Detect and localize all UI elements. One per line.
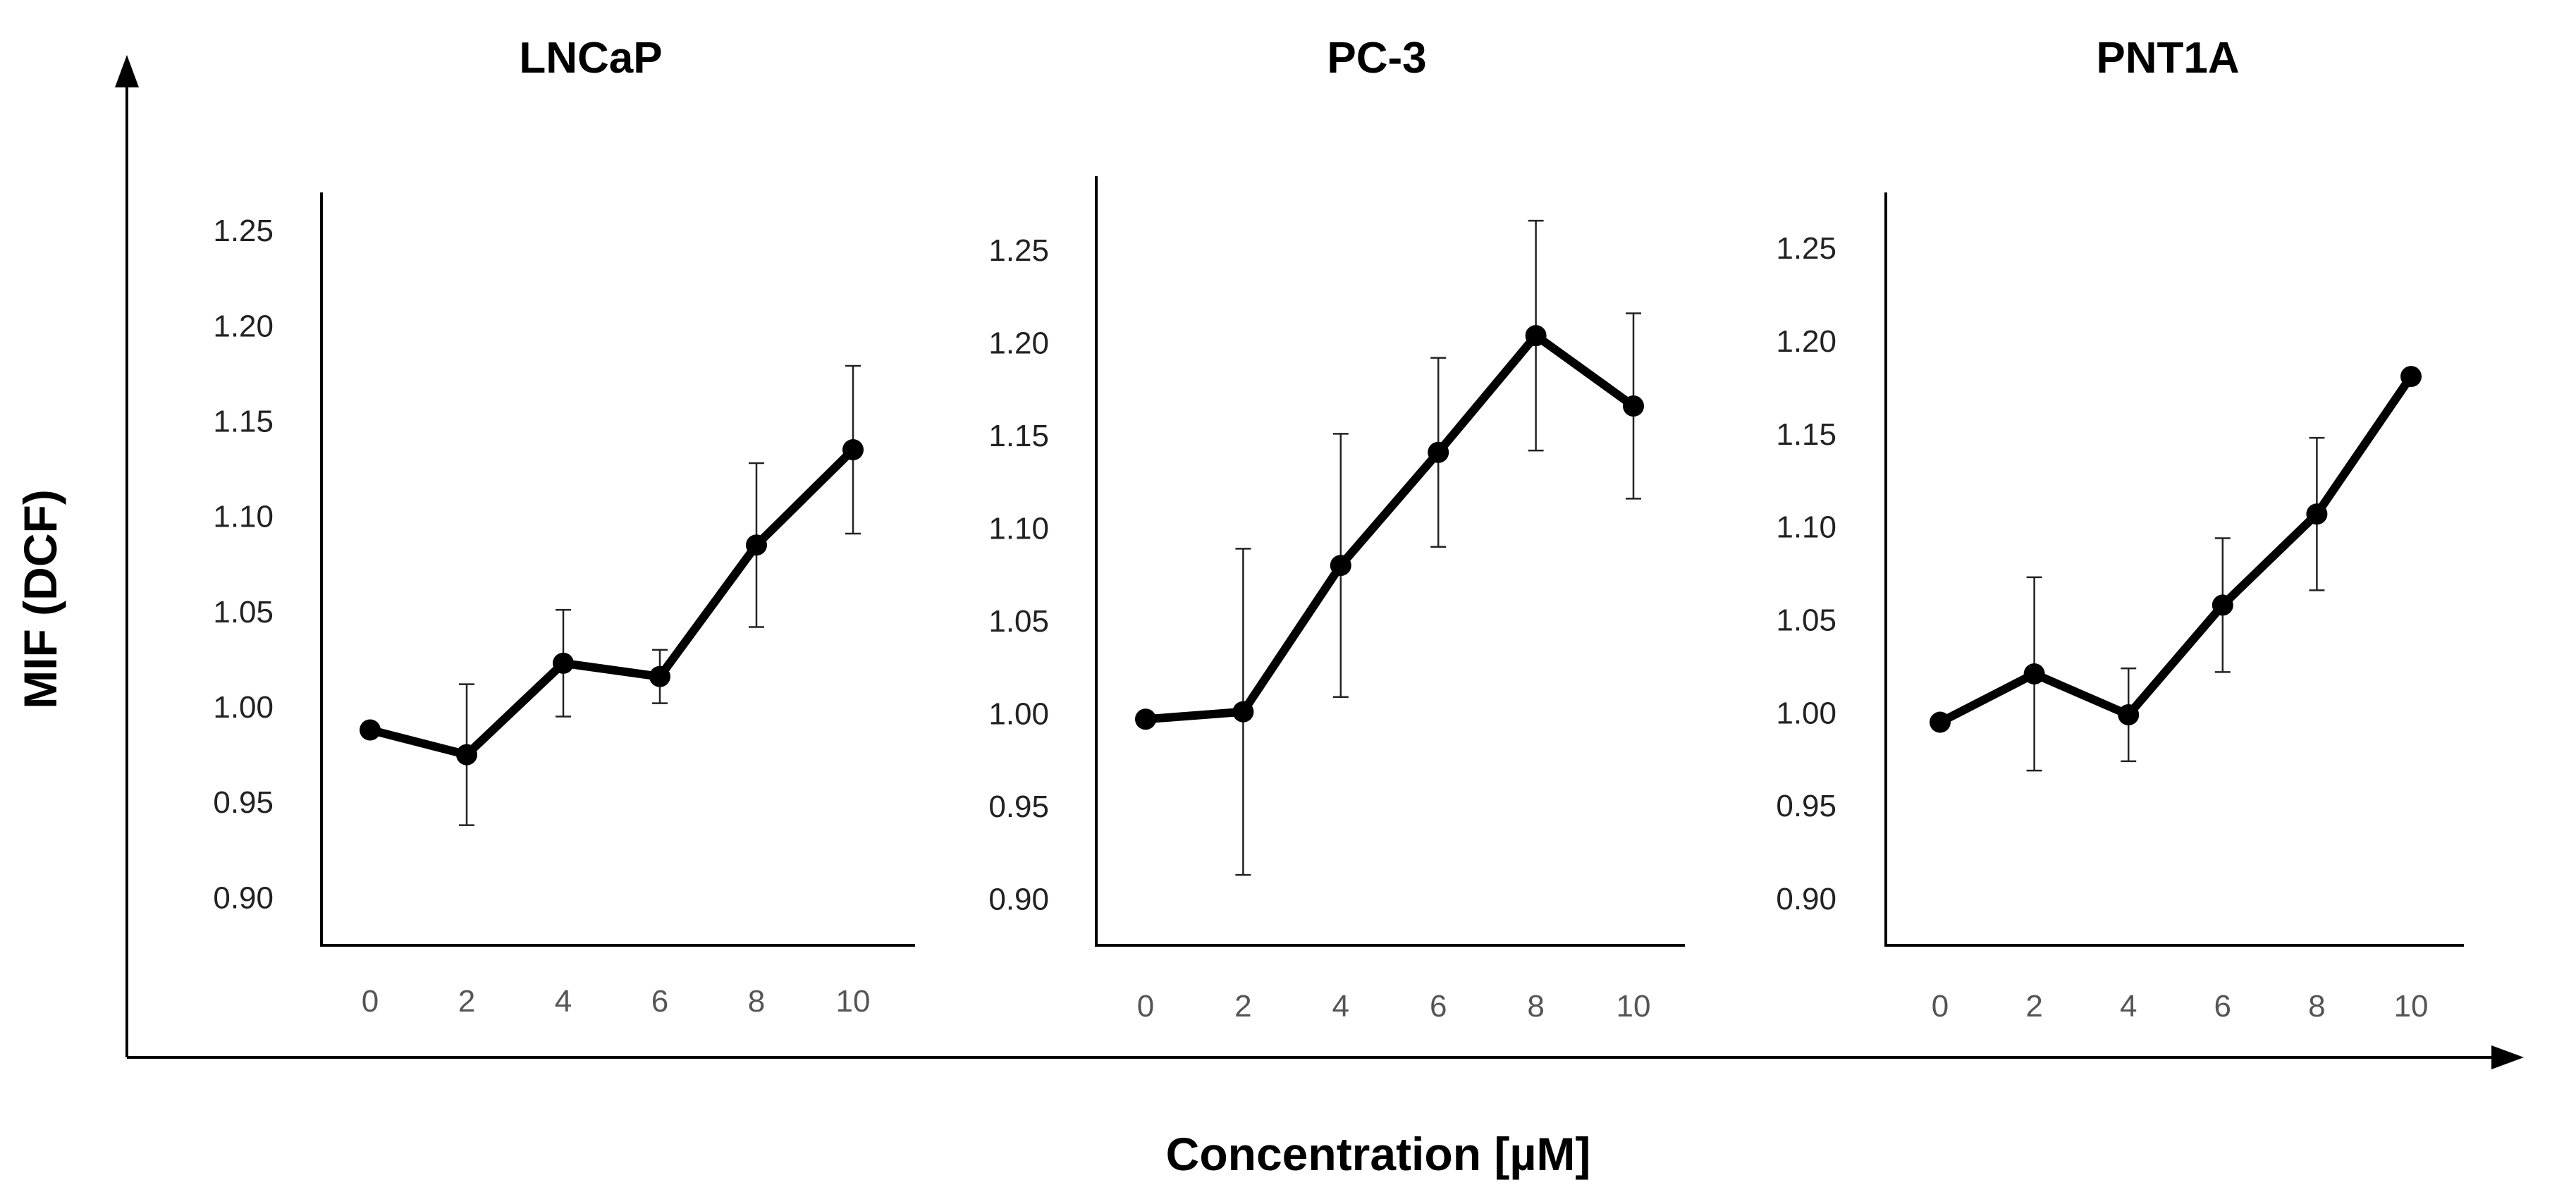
data-point: [1232, 701, 1254, 723]
data-points: [1930, 366, 2422, 733]
x-tick-label: 8: [748, 984, 765, 1019]
x-tick-label: 6: [1430, 989, 1447, 1024]
y-tick-label: 1.25: [1776, 231, 1836, 266]
x-axis-arrow-icon: [2491, 1045, 2524, 1069]
y-axis-title: MIF (DCF): [14, 489, 66, 709]
data-point: [2118, 704, 2140, 726]
data-point: [649, 665, 670, 687]
error-bars: [1235, 219, 1641, 876]
x-tick-label: 4: [2120, 989, 2137, 1024]
data-point: [2212, 594, 2233, 616]
x-tick-labels: 0 2 4 6 8 10: [1137, 989, 1651, 1024]
data-point: [1623, 395, 1644, 417]
x-tick-label: 8: [2308, 989, 2325, 1024]
y-tick-label: 0.90: [213, 880, 274, 915]
data-point: [2023, 663, 2045, 684]
y-tick-label: 1.05: [213, 595, 274, 629]
series-line: [1936, 372, 2415, 727]
x-tick-label: 0: [1932, 989, 1949, 1024]
y-tick-labels: 0.90 0.95 1.00 1.05 1.10 1.15 1.20 1.25: [213, 214, 274, 915]
y-tick-label: 1.15: [213, 404, 274, 438]
y-tick-label: 1.15: [1776, 417, 1836, 452]
y-tick-label: 1.00: [988, 696, 1049, 731]
x-tick-label: 10: [1617, 989, 1651, 1024]
y-tick-label: 1.00: [213, 690, 274, 725]
x-tick-label: 4: [555, 984, 572, 1019]
panel-title: LNCaP: [519, 34, 662, 82]
data-point: [1930, 711, 1951, 733]
y-tick-label: 1.10: [988, 511, 1049, 546]
y-tick-label: 1.15: [988, 419, 1049, 453]
x-tick-label: 6: [2214, 989, 2231, 1024]
y-tick-label: 1.05: [988, 604, 1049, 639]
error-bars: [2026, 436, 2325, 772]
plot-frame: [1095, 176, 1685, 947]
y-axis-arrow-icon: [115, 55, 139, 87]
data-point: [360, 719, 381, 741]
y-tick-label: 1.10: [213, 500, 274, 534]
data-points: [360, 439, 864, 766]
series-line: [366, 446, 857, 759]
y-tick-labels: 0.90 0.95 1.00 1.05 1.10 1.15 1.20 1.25: [988, 233, 1049, 916]
y-tick-label: 1.20: [988, 326, 1049, 361]
panel-title: PNT1A: [2096, 34, 2239, 82]
plot-frame: [1884, 192, 2464, 947]
y-tick-label: 1.20: [1776, 324, 1836, 359]
x-tick-label: 2: [458, 984, 475, 1019]
data-point: [746, 534, 767, 556]
y-tick-labels: 0.90 0.95 1.00 1.05 1.10 1.15 1.20 1.25: [1776, 231, 1836, 916]
x-tick-label: 0: [362, 984, 379, 1019]
data-point: [1135, 708, 1156, 730]
x-tick-labels: 0 2 4 6 8 10: [362, 984, 871, 1019]
data-point: [1428, 441, 1449, 463]
data-point: [1330, 555, 1351, 577]
panel-pnt1a: PNT1A 0.90 0.95 1.00 1.05 1.10 1.15 1.20…: [1776, 34, 2464, 1024]
y-tick-label: 1.05: [1776, 603, 1836, 638]
x-tick-label: 10: [2394, 989, 2429, 1024]
y-tick-label: 1.20: [213, 309, 274, 343]
x-tick-label: 4: [1332, 989, 1349, 1024]
error-bars: [459, 364, 861, 826]
x-tick-label: 2: [2025, 989, 2042, 1024]
x-axis-title: Concentration [µM]: [1166, 1128, 1591, 1180]
y-tick-label: 1.25: [988, 233, 1049, 268]
y-tick-label: 1.10: [1776, 510, 1836, 545]
y-tick-label: 0.95: [213, 785, 274, 820]
x-tick-label: 6: [651, 984, 668, 1019]
y-tick-label: 0.90: [1776, 882, 1836, 916]
x-tick-label: 0: [1137, 989, 1154, 1024]
plot-frame: [320, 192, 915, 947]
y-tick-label: 0.90: [988, 882, 1049, 916]
panel-lncap: LNCaP 0.90 0.95 1.00 1.05 1.10 1.15 1.20…: [213, 34, 915, 1019]
data-point: [553, 652, 574, 674]
data-point: [842, 439, 864, 461]
panel-title: PC-3: [1327, 34, 1426, 82]
x-tick-label: 8: [1527, 989, 1544, 1024]
y-tick-label: 1.25: [213, 214, 274, 248]
series-line: [1141, 331, 1638, 724]
y-tick-label: 0.95: [988, 790, 1049, 824]
data-points: [1135, 325, 1644, 730]
y-tick-label: 0.95: [1776, 789, 1836, 823]
data-point: [2400, 366, 2422, 388]
panel-pc3: PC-3 0.90 0.95 1.00 1.05 1.10 1.15 1.20 …: [988, 34, 1685, 1024]
x-tick-labels: 0 2 4 6 8 10: [1932, 989, 2429, 1024]
x-tick-label: 10: [836, 984, 871, 1019]
data-point: [1525, 325, 1547, 347]
x-tick-label: 2: [1234, 989, 1251, 1024]
data-point: [2306, 503, 2328, 525]
data-point: [456, 744, 477, 766]
y-tick-label: 1.00: [1776, 696, 1836, 730]
